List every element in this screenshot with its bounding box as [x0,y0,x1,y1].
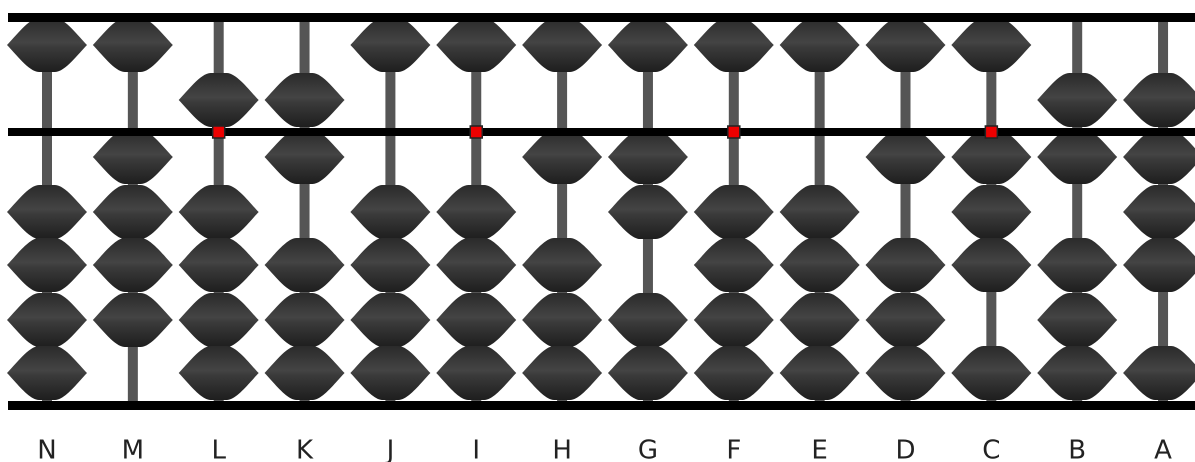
bead [179,293,259,347]
bead [436,185,516,239]
bead [866,238,946,292]
unit-marker [728,126,740,138]
column-label: E [811,436,827,462]
bead [951,346,1031,400]
bead [951,18,1031,72]
bead [350,293,430,347]
bead [866,346,946,400]
bead [265,293,345,347]
bead [7,185,87,239]
bead [265,73,345,127]
bead [265,130,345,184]
column-label: L [211,436,226,462]
bead [522,18,602,72]
bead [694,185,774,239]
bead [1037,346,1117,400]
bead [1123,185,1195,239]
bead [350,346,430,400]
column-label: D [895,436,915,462]
bead [7,346,87,400]
bead [93,293,173,347]
unit-marker [213,126,225,138]
bead [436,293,516,347]
bead [93,238,173,292]
column-label: H [552,436,572,462]
bead [179,185,259,239]
bead [7,238,87,292]
bead [780,18,860,72]
bead [694,238,774,292]
bead [951,238,1031,292]
top-frame [8,13,1195,22]
bead [350,18,430,72]
bead [522,238,602,292]
bead [93,18,173,72]
column-label: A [1154,436,1172,462]
bead [1037,130,1117,184]
bead [522,293,602,347]
bead [436,18,516,72]
bead [522,346,602,400]
bead [7,293,87,347]
abacus: NMLKJIHGFEDCBA [0,0,1195,462]
column-label: J [385,436,395,462]
bead [1123,346,1195,400]
bead [608,130,688,184]
bead [93,185,173,239]
bead [179,73,259,127]
bead [1123,238,1195,292]
bead [1123,130,1195,184]
bead [608,346,688,400]
column-label: F [726,436,741,462]
bead [780,346,860,400]
bead [179,238,259,292]
bead [608,293,688,347]
bead [608,18,688,72]
column-label: M [122,436,144,462]
bead [866,293,946,347]
bead [866,130,946,184]
bead [522,130,602,184]
bead [694,18,774,72]
bead [694,293,774,347]
bead [265,346,345,400]
beam [8,128,1195,136]
bead [1123,73,1195,127]
bead [694,346,774,400]
unit-marker [470,126,482,138]
column-label: G [638,436,658,462]
bead [179,346,259,400]
bead [780,185,860,239]
bead [7,18,87,72]
bead [265,238,345,292]
bead [1037,293,1117,347]
column-label: K [296,436,314,462]
column-label: C [982,436,1000,462]
bead [780,238,860,292]
bead [608,185,688,239]
column-label: N [37,436,56,462]
bead [1037,73,1117,127]
bead [93,130,173,184]
bead [866,18,946,72]
bead [1037,238,1117,292]
bead [951,185,1031,239]
bead [436,238,516,292]
bottom-frame [8,401,1195,410]
bead [780,293,860,347]
column-label: B [1068,436,1086,462]
column-label: I [472,436,480,462]
unit-marker [985,126,997,138]
bead [350,185,430,239]
bead [350,238,430,292]
bead [436,346,516,400]
